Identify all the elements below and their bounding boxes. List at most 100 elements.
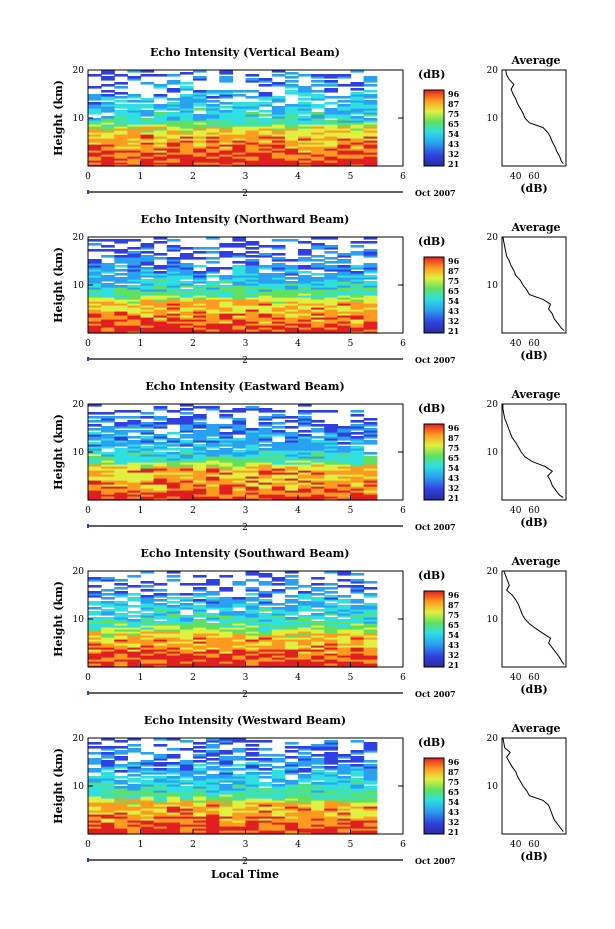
heatmap-cell <box>324 774 338 777</box>
heatmap-cell <box>298 651 312 654</box>
heatmap-cell <box>88 492 102 495</box>
heatmap-cell <box>245 466 260 469</box>
heatmap-cell <box>193 430 207 433</box>
heatmap-cell <box>324 826 338 829</box>
heatmap-cell <box>127 802 142 805</box>
heatmap-cell <box>179 822 194 825</box>
heatmap-cell <box>127 649 142 652</box>
heatmap-cell <box>179 140 194 143</box>
heatmap-cell <box>350 273 365 276</box>
heatmap-cell <box>179 436 194 439</box>
heatmap-cell <box>219 414 233 417</box>
heatmap-cell <box>219 102 233 105</box>
heatmap-cell <box>127 281 142 284</box>
heatmap-cell <box>153 309 168 312</box>
heatmap-cell <box>271 621 286 624</box>
heatmap-cell <box>232 490 247 493</box>
heatmap-cell <box>166 440 181 443</box>
heatmap-cell <box>206 444 220 447</box>
heatmap-cell <box>258 313 273 316</box>
heatmap-cell <box>193 436 207 439</box>
heatmap-cell <box>206 641 220 644</box>
heatmap-cell <box>324 768 338 771</box>
heatmap-cell <box>179 464 194 467</box>
heatmap-cell <box>101 428 115 431</box>
heatmap-cell <box>101 778 115 781</box>
heatmap-cell <box>324 438 338 441</box>
heatmap-cell <box>337 820 352 823</box>
heatmap-cell <box>127 766 142 769</box>
heatmap-cell <box>219 132 233 135</box>
heatmap-cell <box>363 251 378 254</box>
heatmap-cell <box>271 253 286 256</box>
heatmap-cell <box>193 792 207 795</box>
heatmap-cell <box>88 798 102 801</box>
heatmap-cell <box>245 603 260 606</box>
heatmap-cell <box>101 412 115 415</box>
heatmap-cell <box>114 627 128 630</box>
y-tick-label: 10 <box>73 448 85 458</box>
x-tick-label: 2 <box>190 673 196 683</box>
heatmap-cell <box>166 160 181 163</box>
heatmap-cell <box>324 746 338 749</box>
x-tick-label: 6 <box>400 506 406 516</box>
heatmap-cell <box>337 641 352 644</box>
heatmap-cell <box>337 430 352 433</box>
heatmap-cell <box>193 605 207 608</box>
heatmap-cell <box>298 416 312 419</box>
heatmap-cell <box>324 605 338 608</box>
heatmap-cell <box>166 275 181 278</box>
heatmap-cell <box>363 766 378 769</box>
heatmap-cell <box>166 277 181 280</box>
heatmap-cell <box>298 812 312 815</box>
heatmap-cell <box>179 466 194 469</box>
heatmap-cell <box>271 772 286 775</box>
heatmap-cell <box>337 784 352 787</box>
heatmap-cell <box>127 792 142 795</box>
heatmap-cell <box>140 615 155 618</box>
heatmap-cell <box>114 325 128 328</box>
heatmap-cell <box>101 452 115 455</box>
heatmap-cell <box>166 126 181 129</box>
heatmap-cell <box>245 283 260 286</box>
heatmap-cell <box>232 134 247 137</box>
heatmap-cell <box>140 279 155 282</box>
heatmap-cell <box>206 762 220 765</box>
heatmap-cell <box>193 804 207 807</box>
heatmap-cell <box>298 810 312 813</box>
heatmap-cell <box>284 808 299 811</box>
heatmap-cell <box>232 494 247 497</box>
heatmap-cell <box>324 742 338 745</box>
heatmap-cell <box>140 820 155 823</box>
heatmap-cell <box>271 142 286 145</box>
heatmap-cell <box>114 788 128 791</box>
heatmap-cell <box>114 750 128 753</box>
heatmap-cell <box>311 776 325 779</box>
heatmap-cell <box>140 665 155 668</box>
heatmap-cell <box>206 800 220 803</box>
heatmap-cell <box>245 289 260 292</box>
heatmap-cell <box>140 486 155 489</box>
heatmap-cell <box>140 132 155 135</box>
heatmap-cell <box>311 496 325 499</box>
heatmap-cell <box>179 824 194 827</box>
heatmap-cell <box>140 118 155 121</box>
y-tick-label: 10 <box>73 114 85 124</box>
heatmap-cell <box>271 265 286 268</box>
heatmap-cell <box>179 102 194 105</box>
heatmap-cell <box>179 134 194 137</box>
heatmap-cell <box>350 309 365 312</box>
heatmap-cell <box>88 585 102 588</box>
heatmap-cell <box>206 331 220 334</box>
heatmap-cell <box>232 748 247 751</box>
heatmap-cell <box>179 661 194 664</box>
heatmap-cell <box>101 589 115 592</box>
heatmap-cell <box>298 301 312 304</box>
heatmap-cell <box>298 118 312 121</box>
heatmap-cell <box>179 319 194 322</box>
heatmap-cell <box>245 329 260 332</box>
heatmap-cell <box>284 132 299 135</box>
heatmap-cell <box>232 329 247 332</box>
heatmap-cell <box>284 655 299 658</box>
heatmap-cell <box>232 627 247 630</box>
